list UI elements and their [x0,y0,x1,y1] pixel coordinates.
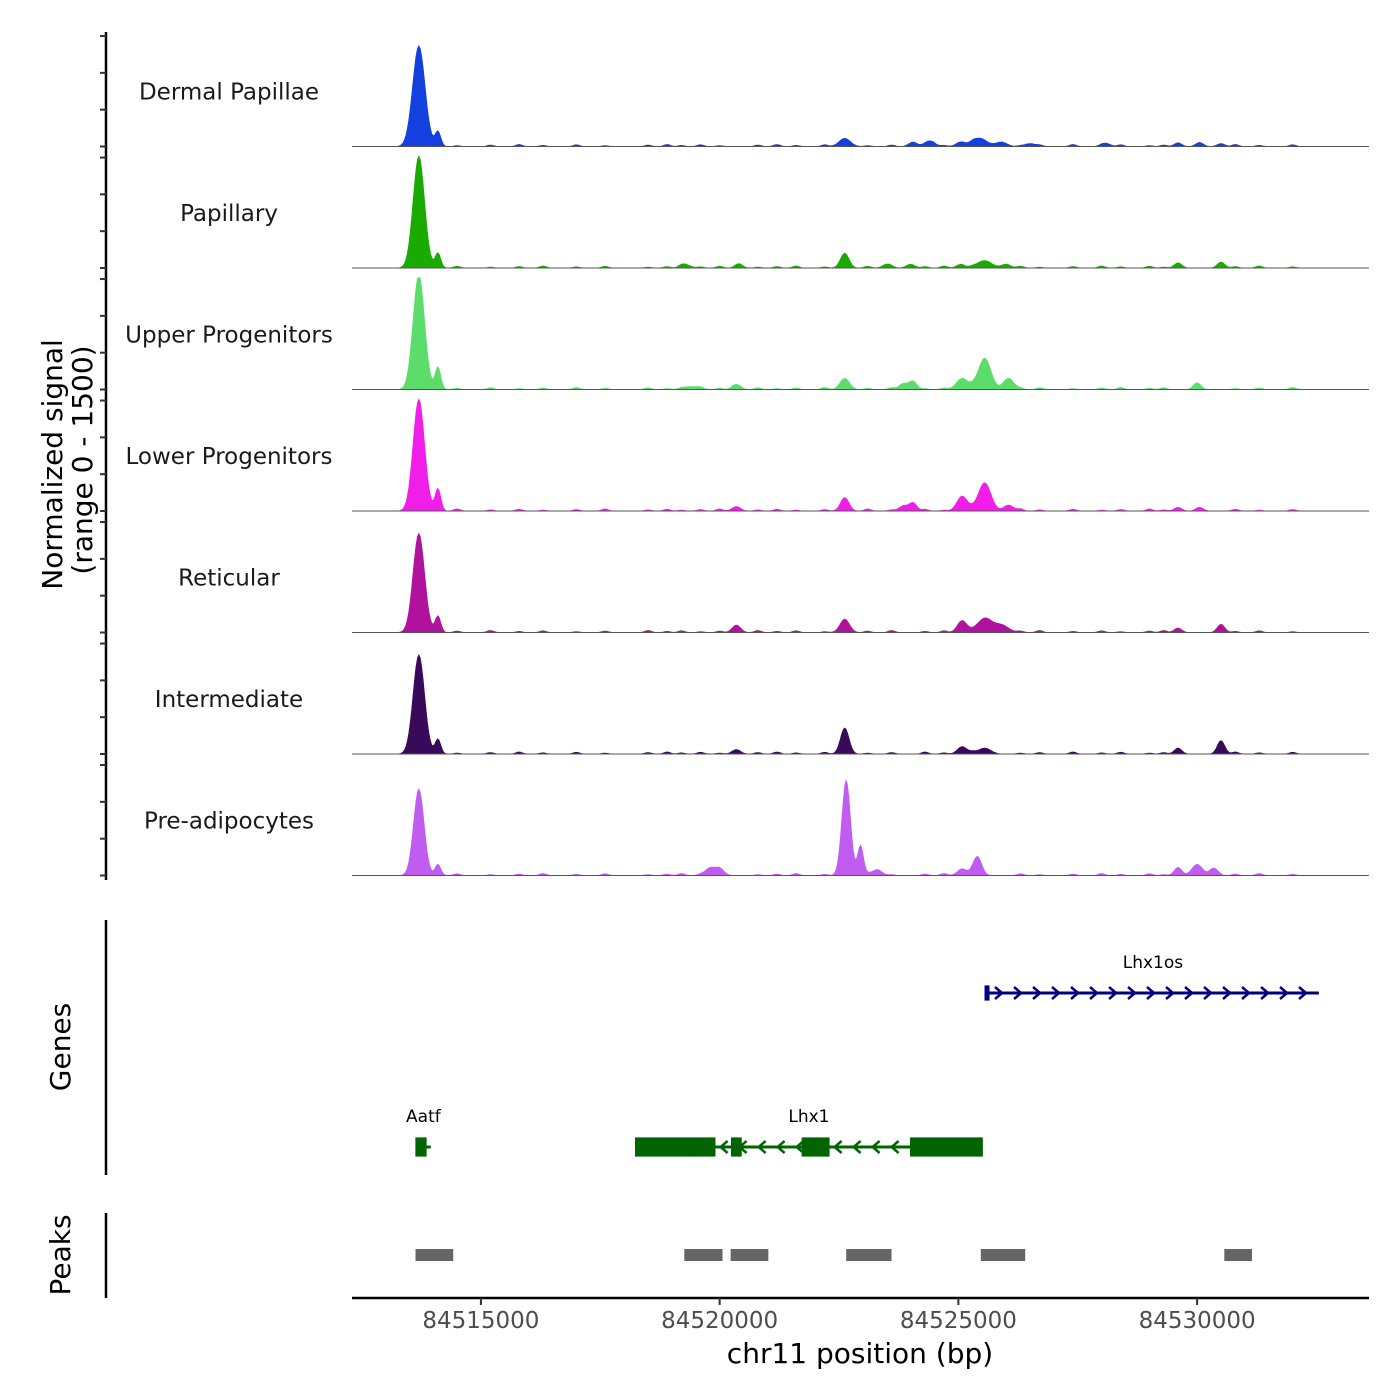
strand-arrow [1222,986,1232,1000]
gene-aatf: Aatf [406,1107,442,1157]
gene-label: Aatf [406,1107,442,1127]
strand-arrow [1032,986,1042,1000]
strand-arrow [1298,986,1308,1000]
peak-regions [415,1249,1253,1261]
x-axis-title: chr11 position (bp) [727,1337,993,1370]
track-dermal-papillae: Dermal Papillae [139,45,1369,147]
track-label: Dermal Papillae [139,80,319,106]
strand-arrow [889,1140,900,1154]
genes-panel-title: Genes [44,1003,77,1091]
track-reticular: Reticular [178,532,1369,633]
peaks-panel-title: Peaks [44,1214,77,1295]
strand-arrow [1260,986,1270,1000]
gene-exon [730,1137,742,1157]
peak-region [684,1249,723,1261]
peak-region [730,1249,769,1261]
coverage-y-axis [100,32,108,880]
strand-arrow [794,1140,805,1154]
gene-exon [801,1137,818,1157]
coverage-area [352,155,1369,269]
x-tick-label: 84525000 [900,1308,1017,1334]
gene-lhx1os: Lhx1os [984,953,1319,1001]
peak-region [415,1249,454,1261]
strand-arrow [1184,986,1194,1000]
coverage-tracks: Dermal Papillae Papillary Upper Progenitor… [125,45,1369,876]
gene-exon [694,1137,716,1157]
strand-arrow [851,1140,862,1154]
coverage-area [352,45,1369,147]
gene-label: Lhx1os [1123,953,1184,973]
peak-region [980,1249,1026,1261]
x-tick-label: 84530000 [1139,1308,1256,1334]
gene-exon [816,1137,830,1157]
strand-arrow [832,1140,843,1154]
gene-exon [635,1137,696,1157]
gene-label: Lhx1 [788,1107,829,1127]
strand-arrow [1127,986,1137,1000]
coverage-area [352,778,1369,876]
x-tick-label: 84515000 [422,1308,539,1334]
coverage-area [352,277,1369,390]
peak-region [1224,1249,1253,1261]
track-label: Lower Progenitors [126,444,333,470]
strand-arrow [775,1140,786,1154]
strand-arrow [994,986,1004,1000]
track-label: Papillary [180,201,278,227]
strand-arrow [1203,986,1213,1000]
track-label: Pre-adipocytes [144,809,314,835]
strand-arrow [1108,986,1118,1000]
strand-arrow [1241,986,1251,1000]
gene-exon [984,985,990,1001]
strand-arrow [1070,986,1080,1000]
track-label: Intermediate [155,687,303,713]
coverage-area [352,532,1369,633]
x-axis-ticks: 84515000 84520000 84525000 84530000 [422,1298,1256,1334]
gene-exon [415,1137,427,1157]
track-label: Reticular [178,566,280,592]
strand-arrow [1146,986,1156,1000]
gene-exon [910,1137,983,1157]
track-papillary: Papillary [180,155,1369,269]
strand-arrow [1165,986,1175,1000]
gene-lhx1: Lhx1 [635,1107,983,1157]
track-pre-adipocytes: Pre-adipocytes [144,778,1369,876]
track-intermediate: Intermediate [155,653,1369,755]
y-axis-title: Normalized signal (range 0 - 1500) [36,330,99,589]
y-axis-title-line-1: Normalized signal [36,339,69,590]
coverage-area [352,653,1369,755]
gene-models: Lhx1os Aatf Lhx1 [406,953,1319,1157]
track-lower-progenitors: Lower Progenitors [126,398,1369,512]
strand-arrow [1013,986,1023,1000]
y-axis-title-line-2: (range 0 - 1500) [66,345,99,574]
strand-arrow [1279,986,1289,1000]
x-tick-label: 84520000 [661,1308,778,1334]
coverage-area [352,398,1369,512]
track-upper-progenitors: Upper Progenitors [125,277,1369,390]
strand-arrow [718,1140,729,1154]
strand-arrow [1051,986,1061,1000]
strand-arrow [1089,986,1099,1000]
strand-arrow [756,1140,767,1154]
strand-arrow [870,1140,881,1154]
track-label: Upper Progenitors [125,323,333,349]
peak-region [846,1249,892,1261]
